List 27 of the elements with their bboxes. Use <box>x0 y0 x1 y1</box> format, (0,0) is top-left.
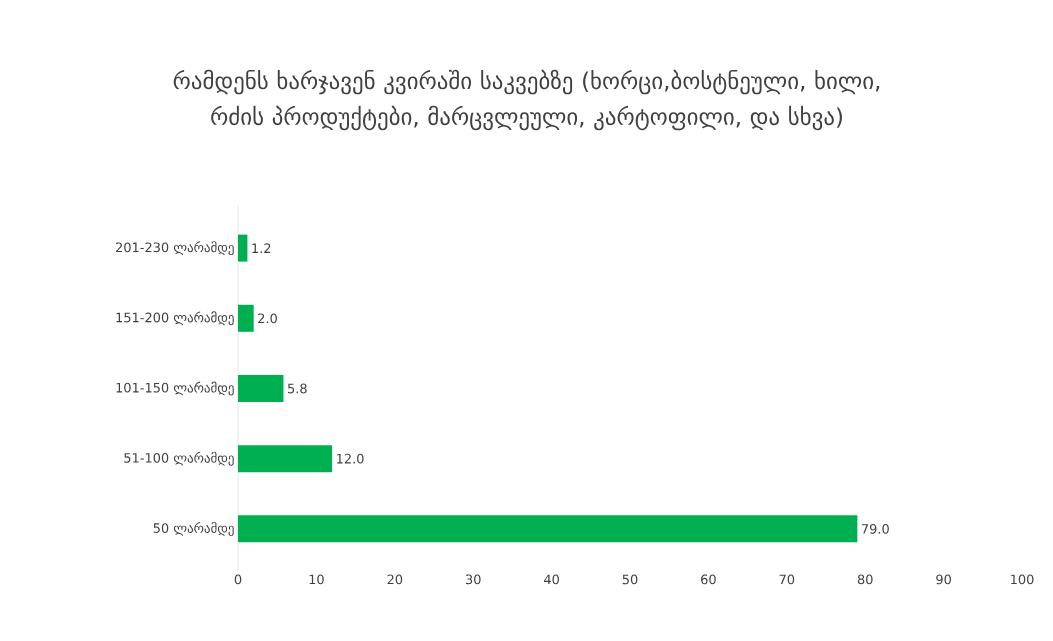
y-tick-label: 201-230 ლარამდე <box>116 241 234 256</box>
chart-title: რამდენს ხარჯავენ კვირაში საკვებზე (ხორცი,ბოსტნეული, ხილი, რძის პროდუქტები, მარცვლეული, კარტოფილი, და სხვა) <box>173 69 880 131</box>
x-tick-label: 100 <box>1011 574 1034 585</box>
data-label: 12.0 <box>337 453 364 464</box>
y-tick-label: 151-200 ლარამდე <box>116 311 234 326</box>
bar <box>238 304 254 332</box>
x-tick-label: 10 <box>309 574 324 585</box>
x-tick-label: 0 <box>234 574 242 585</box>
data-label: 5.8 <box>288 383 307 394</box>
y-tick-label: 50 ლარამდე <box>153 521 234 536</box>
bar <box>238 445 333 473</box>
y-tick-label: 101-150 ლარამდე <box>116 381 234 396</box>
x-tick-label: 50 <box>622 574 638 585</box>
x-tick-label: 60 <box>701 574 716 585</box>
x-tick-label: 40 <box>543 574 559 585</box>
bar <box>238 515 858 543</box>
x-tick-label: 70 <box>779 574 795 585</box>
bar <box>238 234 248 262</box>
x-tick-label: 30 <box>465 574 481 585</box>
x-tick-label: 90 <box>936 574 951 585</box>
y-tick-label: 51-100 ლარამდე <box>124 451 234 466</box>
data-label: 79.0 <box>861 523 889 534</box>
x-tick-label: 80 <box>857 574 873 585</box>
data-label: 2.0 <box>258 313 277 324</box>
bar <box>238 374 284 402</box>
x-tick-label: 20 <box>387 574 403 585</box>
data-label: 1.2 <box>252 243 271 253</box>
